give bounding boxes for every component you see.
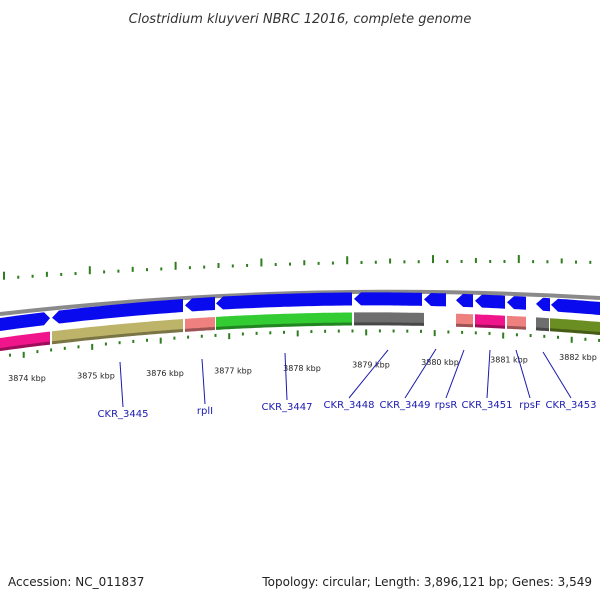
backbone-ring xyxy=(0,289,600,316)
cds-arrow[interactable] xyxy=(185,297,215,312)
band-shadow xyxy=(536,327,549,332)
band-shadow xyxy=(550,328,600,335)
gene-leader-line xyxy=(486,349,491,399)
kbp-tick-label: 3874 kbp xyxy=(8,374,46,383)
feature-band[interactable] xyxy=(550,318,600,335)
band-shadow xyxy=(0,341,50,351)
cds-arrow[interactable] xyxy=(354,292,422,306)
cds-arrow[interactable] xyxy=(0,312,50,331)
kbp-tick-label: 3878 kbp xyxy=(283,364,321,373)
gene-leader-line xyxy=(445,349,465,399)
map-title: Clostridium kluyveri NBRC 12016, complet… xyxy=(129,12,472,27)
band-shadow xyxy=(52,329,183,345)
cds-arrow[interactable] xyxy=(456,293,473,308)
gene-leader-line xyxy=(201,358,206,405)
cds-arrow[interactable] xyxy=(551,298,600,316)
kbp-tick-label: 3881 kbp xyxy=(490,356,528,365)
gene-label[interactable]: rpsR xyxy=(435,400,458,411)
gene-label[interactable]: CKR_3453 xyxy=(546,400,597,411)
kbp-tick-label: 3877 kbp xyxy=(214,367,252,376)
feature-band[interactable] xyxy=(216,312,352,330)
position-ticks xyxy=(9,329,600,358)
genome-summary-text: Topology: circular; Length: 3,896,121 bp… xyxy=(261,575,592,589)
gene-leader-line xyxy=(348,349,389,399)
band-shadow xyxy=(507,325,526,330)
feature-band[interactable] xyxy=(507,315,526,330)
cds-arrow[interactable] xyxy=(424,293,446,307)
cds-arrow[interactable] xyxy=(475,294,505,309)
gene-label[interactable]: rplI xyxy=(197,406,213,417)
feature-band[interactable] xyxy=(185,317,215,332)
gene-label-leaders xyxy=(119,348,572,408)
forward-strand-track xyxy=(0,292,600,331)
band-shadow xyxy=(185,327,215,332)
gene-leader-line xyxy=(119,361,124,408)
kbp-tick-label: 3875 kbp xyxy=(77,372,115,381)
gene-label[interactable]: CKR_3451 xyxy=(462,400,513,411)
gene-leader-line xyxy=(404,348,437,399)
gene-label[interactable]: rpsF xyxy=(519,400,541,411)
gc-content-ticks xyxy=(3,255,592,280)
cds-arrow[interactable] xyxy=(52,299,183,324)
reverse-strand-track xyxy=(0,312,600,351)
kbp-tick-label: 3882 kbp xyxy=(559,353,597,362)
cds-arrow[interactable] xyxy=(536,297,550,312)
feature-band[interactable] xyxy=(354,312,424,326)
feature-band[interactable] xyxy=(536,317,549,332)
cds-arrow[interactable] xyxy=(216,292,352,310)
gene-labels: CKR_3445 rplI CKR_3447 CKR_3448 CKR_3449 rpsR… xyxy=(98,400,597,420)
feature-band[interactable] xyxy=(456,313,473,328)
band-shadow xyxy=(216,322,352,330)
band-shadow xyxy=(354,322,424,326)
gene-leader-line xyxy=(515,349,531,399)
gene-leader-line xyxy=(284,352,288,401)
kbp-tick-label: 3876 kbp xyxy=(146,369,184,378)
gene-label[interactable]: CKR_3448 xyxy=(324,400,375,411)
gene-label[interactable]: CKR_3447 xyxy=(262,402,313,413)
feature-band[interactable] xyxy=(0,331,50,352)
cds-arrow[interactable] xyxy=(507,296,526,310)
band-shadow xyxy=(456,323,473,328)
accession-text: Accession: NC_011837 xyxy=(8,575,144,589)
gene-label[interactable]: CKR_3445 xyxy=(98,409,149,420)
feature-band[interactable] xyxy=(475,314,505,329)
kbp-tick-label: 3879 kbp xyxy=(352,361,390,370)
feature-band[interactable] xyxy=(52,319,183,345)
position-tick-labels: 3874 kbp 3875 kbp 3876 kbp 3877 kbp 3878 kbp… xyxy=(8,353,597,383)
gene-leader-line xyxy=(542,351,572,399)
gene-label[interactable]: CKR_3449 xyxy=(380,400,431,411)
kbp-tick-label: 3880 kbp xyxy=(421,358,459,367)
band-shadow xyxy=(475,324,505,329)
